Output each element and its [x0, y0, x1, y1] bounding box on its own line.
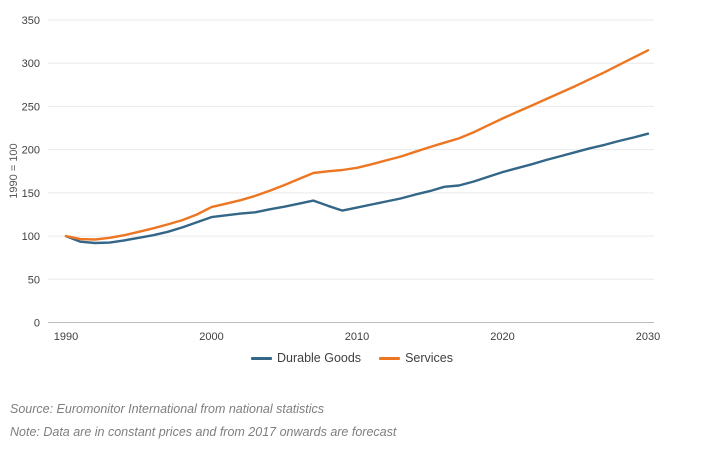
y-tick-label-300: 300	[22, 58, 40, 70]
x-tick-label-2020: 2020	[490, 331, 514, 343]
series-line-durable-goods	[64, 132, 650, 245]
note-text: Note: Data are in constant prices and fr…	[10, 425, 397, 439]
source-text: Source: Euromonitor International from n…	[10, 402, 325, 416]
y-tick-label-0: 0	[34, 318, 40, 330]
chart-svg: 0 50 100 150 200 250 300 350 1990 2000 2010 2020 20…	[8, 15, 660, 343]
footnotes: Source: Euromonitor International from n…	[10, 398, 396, 444]
legend-swatch-services	[379, 356, 401, 360]
legend-item-services: Services	[379, 351, 453, 365]
y-tick-label-350: 350	[22, 15, 40, 27]
x-tick-labels-group: 1990 2000 2010 2020 2030	[54, 331, 660, 343]
y-axis-title: 1990 = 100	[8, 143, 20, 198]
y-tick-label-100: 100	[22, 231, 40, 243]
legend: Durable Goods Services	[0, 351, 704, 365]
legend-label-durable-goods: Durable Goods	[276, 351, 362, 365]
legend-item-durable-goods: Durable Goods	[250, 351, 362, 365]
x-tick-label-2030: 2030	[636, 331, 660, 343]
x-tick-label-2010: 2010	[345, 331, 369, 343]
y-tick-label-150: 150	[22, 188, 40, 200]
gridlines-group	[48, 19, 654, 323]
y-tick-label-50: 50	[28, 274, 40, 286]
x-tick-label-2000: 2000	[199, 331, 223, 343]
series-lines-group	[64, 49, 650, 245]
legend-label-services: Services	[405, 351, 453, 365]
legend-swatch-durable-goods	[250, 356, 272, 360]
y-tick-label-200: 200	[22, 145, 40, 157]
series-line-services	[64, 49, 650, 241]
x-tick-label-1990: 1990	[54, 331, 78, 343]
y-tick-label-250: 250	[22, 101, 40, 113]
y-tick-labels-group: 0 50 100 150 200 250 300 350	[22, 15, 40, 330]
